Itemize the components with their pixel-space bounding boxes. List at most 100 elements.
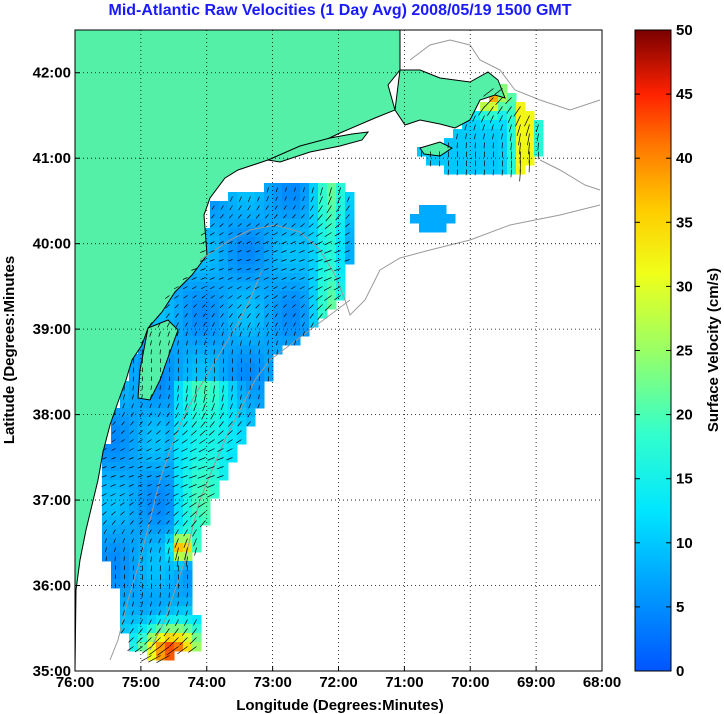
y-tick-label: 36:00 xyxy=(33,578,71,595)
velocity-arrow xyxy=(123,556,125,562)
velocity-arrow xyxy=(317,214,323,221)
velocity-cell xyxy=(210,282,220,292)
velocity-arrow xyxy=(189,466,197,470)
velocity-arrow xyxy=(226,448,233,452)
velocity-arrow xyxy=(166,529,170,535)
velocity-cell xyxy=(102,453,112,463)
velocity-arrow xyxy=(156,493,161,496)
velocity-arrow xyxy=(185,322,188,327)
velocity-arrow xyxy=(156,430,161,435)
velocity-arrow xyxy=(272,232,278,236)
velocity-arrow xyxy=(254,268,260,271)
velocity-arrow xyxy=(149,547,152,553)
velocity-arrow xyxy=(472,115,476,122)
velocity-cell xyxy=(309,273,319,283)
velocity-arrow xyxy=(132,547,134,553)
velocity-arrow xyxy=(159,601,161,607)
velocity-cell xyxy=(210,471,220,481)
velocity-cell xyxy=(120,480,130,490)
island-shape xyxy=(419,141,453,157)
velocity-arrow xyxy=(315,250,323,254)
velocity-arrow xyxy=(138,493,143,496)
velocity-cell xyxy=(156,480,166,490)
velocity-cell xyxy=(129,435,139,445)
velocity-cell xyxy=(437,205,447,215)
velocity-arrow xyxy=(181,628,188,636)
velocity-arrow xyxy=(222,385,224,393)
velocity-arrow xyxy=(119,466,125,469)
velocity-arrow xyxy=(120,511,125,516)
velocity-arrow xyxy=(185,394,188,402)
velocity-arrow xyxy=(141,655,152,662)
velocity-arrow xyxy=(228,232,233,236)
velocity-arrow xyxy=(258,394,260,400)
velocity-arrow xyxy=(231,349,233,355)
velocity-arrow xyxy=(255,313,260,319)
velocity-arrow xyxy=(290,232,296,236)
velocity-cell xyxy=(165,507,175,517)
colorbar-gradient xyxy=(634,29,672,672)
velocity-cell xyxy=(201,417,211,427)
velocity-cell xyxy=(237,273,247,283)
velocity-arrow xyxy=(282,286,287,290)
velocity-cell xyxy=(255,210,265,220)
velocity-arrow xyxy=(155,475,161,478)
velocity-arrow xyxy=(175,412,179,419)
velocity-cell xyxy=(428,205,438,215)
velocity-cell xyxy=(165,462,175,472)
velocity-cell xyxy=(318,264,328,274)
velocity-cell xyxy=(201,255,211,265)
velocity-arrow xyxy=(184,619,188,626)
velocity-arrow xyxy=(231,340,233,346)
velocity-arrow xyxy=(147,502,152,506)
velocity-arrow xyxy=(212,331,215,337)
velocity-arrow xyxy=(290,259,296,262)
velocity-arrow xyxy=(200,421,206,428)
velocity-arrow xyxy=(334,250,341,254)
velocity-arrow xyxy=(335,214,341,221)
velocity-cell xyxy=(111,435,121,445)
velocity-arrow xyxy=(228,421,233,427)
velocity-cell xyxy=(437,214,447,224)
velocity-arrow xyxy=(255,295,260,299)
velocity-arrow xyxy=(209,232,215,236)
velocity-cell xyxy=(165,480,175,490)
velocity-arrow xyxy=(210,223,215,227)
velocity-arrow xyxy=(150,601,152,607)
velocity-arrow xyxy=(310,196,314,203)
velocity-arrow xyxy=(524,115,530,127)
velocity-arrow xyxy=(150,349,152,355)
velocity-arrow xyxy=(122,403,125,409)
velocity-cell xyxy=(255,228,265,238)
velocity-arrow xyxy=(221,394,224,402)
velocity-arrow xyxy=(483,133,485,140)
velocity-cell xyxy=(327,255,337,265)
velocity-cell xyxy=(138,489,148,499)
velocity-arrow xyxy=(167,538,170,545)
velocity-arrow xyxy=(104,538,107,544)
velocity-cell xyxy=(165,471,175,481)
velocity-arrow xyxy=(181,502,188,507)
velocity-arrow xyxy=(283,313,287,318)
velocity-arrow xyxy=(239,196,242,202)
velocity-arrow xyxy=(148,619,152,625)
velocity-arrow xyxy=(249,385,251,391)
velocity-cell xyxy=(264,264,274,274)
velocity-arrow xyxy=(346,205,350,211)
velocity-cell xyxy=(282,282,292,292)
velocity-cell xyxy=(201,291,211,301)
velocity-cell xyxy=(138,453,148,463)
velocity-cell xyxy=(183,480,193,490)
velocity-arrow xyxy=(138,511,143,515)
velocity-cell xyxy=(237,255,247,265)
velocity-cell xyxy=(183,462,193,472)
velocity-arrow xyxy=(156,313,161,319)
x-tick-label: 71:00 xyxy=(385,674,423,691)
velocity-cell xyxy=(174,480,184,490)
velocity-arrow xyxy=(266,331,269,337)
velocity-cell xyxy=(437,223,447,233)
velocity-arrow xyxy=(272,250,278,253)
velocity-arrow xyxy=(482,124,485,131)
velocity-arrow xyxy=(238,322,242,328)
